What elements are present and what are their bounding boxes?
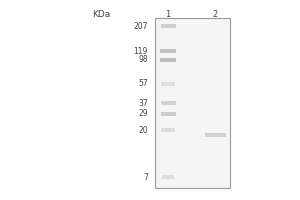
Text: 2: 2: [212, 10, 217, 19]
Text: 37: 37: [138, 99, 148, 108]
Bar: [205, 133, 226, 137]
Bar: [160, 101, 175, 105]
Text: KDa: KDa: [92, 10, 110, 19]
Bar: [162, 175, 174, 179]
Text: 57: 57: [138, 79, 148, 88]
Text: 20: 20: [138, 126, 148, 135]
Bar: [160, 24, 175, 28]
Text: 207: 207: [134, 22, 148, 31]
Bar: [161, 128, 175, 132]
Text: 98: 98: [138, 55, 148, 64]
Bar: [160, 112, 175, 116]
Bar: [160, 58, 176, 62]
Text: 1: 1: [165, 10, 171, 19]
Bar: [160, 49, 176, 53]
Text: 29: 29: [138, 109, 148, 118]
Bar: [161, 82, 175, 86]
Bar: [155, 18, 230, 188]
Text: 7: 7: [143, 173, 148, 182]
Text: 119: 119: [134, 47, 148, 56]
